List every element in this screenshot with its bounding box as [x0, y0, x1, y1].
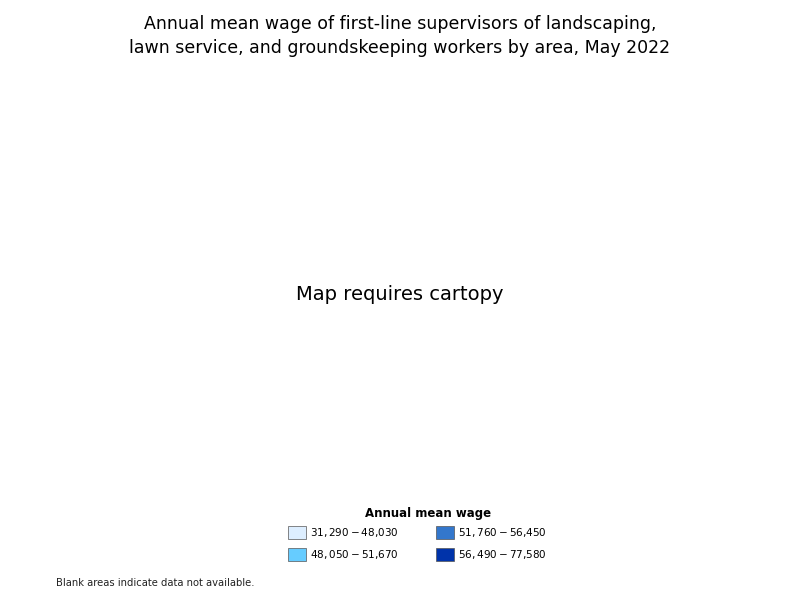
Text: $48,050 - $51,670: $48,050 - $51,670	[310, 548, 399, 561]
Text: Map requires cartopy: Map requires cartopy	[296, 284, 504, 304]
Text: $51,760 - $56,450: $51,760 - $56,450	[458, 526, 547, 539]
Text: Blank areas indicate data not available.: Blank areas indicate data not available.	[56, 578, 254, 588]
Text: lawn service, and groundskeeping workers by area, May 2022: lawn service, and groundskeeping workers…	[130, 39, 670, 57]
Text: $56,490 - $77,580: $56,490 - $77,580	[458, 548, 547, 561]
Text: $31,290 - $48,030: $31,290 - $48,030	[310, 526, 399, 539]
Text: Annual mean wage of first-line supervisors of landscaping,: Annual mean wage of first-line superviso…	[144, 15, 656, 33]
Text: Annual mean wage: Annual mean wage	[365, 507, 491, 520]
